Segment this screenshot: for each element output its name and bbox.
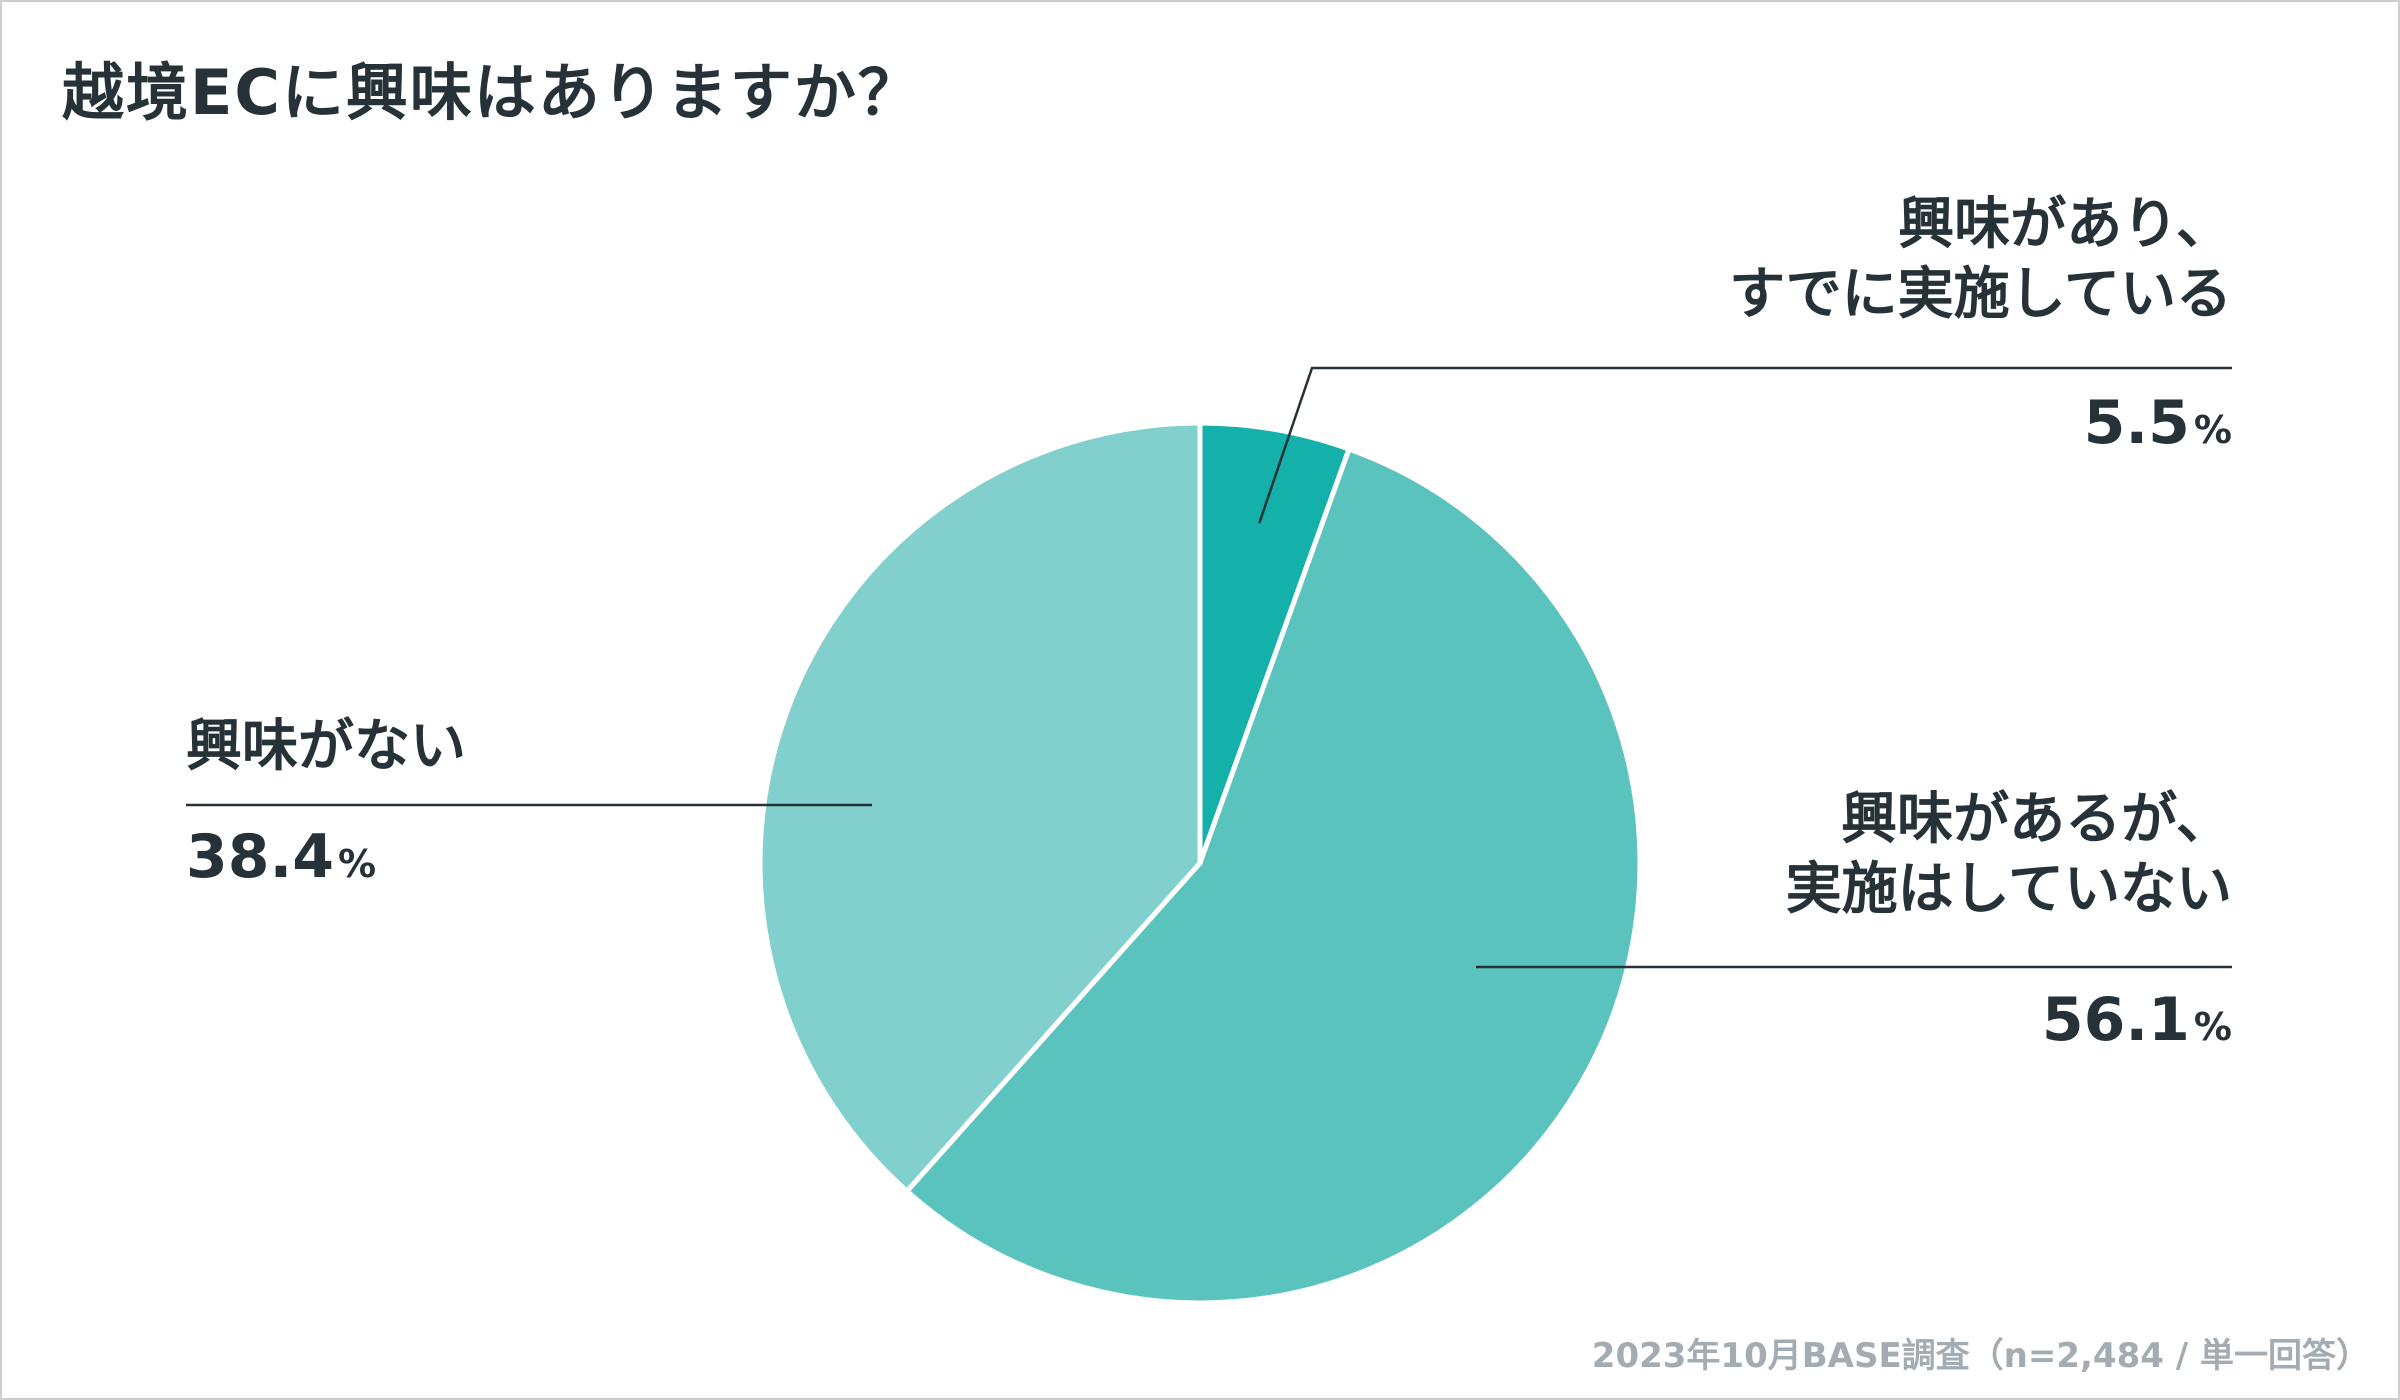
- chart-title: 越境ECに興味はありますか？: [62, 56, 922, 129]
- value-text: 56.1: [2041, 985, 2190, 1055]
- slice-label-line: 興味があるが、: [1841, 787, 2232, 852]
- slice-label-line: すでに実施している: [1729, 262, 2232, 327]
- percent-unit: %: [2193, 408, 2232, 452]
- slice-label-implemented: 興味があり、 すでに実施している: [1729, 190, 2232, 330]
- slice-label-line: 興味がない: [186, 714, 466, 779]
- pie-slice-no-interest: [757, 420, 1203, 1194]
- value-text: 38.4: [186, 822, 335, 892]
- source-note: 2023年10月BASE調査（n=2,484 / 単一回答）: [1591, 1336, 2370, 1376]
- slice-value-no-interest: 38.4%: [186, 822, 376, 892]
- pie-slice-not-implemented: [904, 446, 1643, 1306]
- percent-unit: %: [2193, 1005, 2232, 1049]
- slice-label-no-interest: 興味がない: [186, 712, 466, 782]
- percent-unit: %: [338, 842, 377, 886]
- value-text: 5.5: [2083, 388, 2190, 458]
- slice-label-not-implemented: 興味があるが、 実施はしていない: [1786, 785, 2232, 925]
- slice-label-line: 興味があり、: [1898, 192, 2232, 257]
- slice-label-line: 実施はしていない: [1785, 857, 2232, 922]
- leader-line-implemented: [1258, 366, 2232, 524]
- slice-value-implemented: 5.5%: [2084, 388, 2232, 458]
- slice-value-not-implemented: 56.1%: [2042, 985, 2232, 1055]
